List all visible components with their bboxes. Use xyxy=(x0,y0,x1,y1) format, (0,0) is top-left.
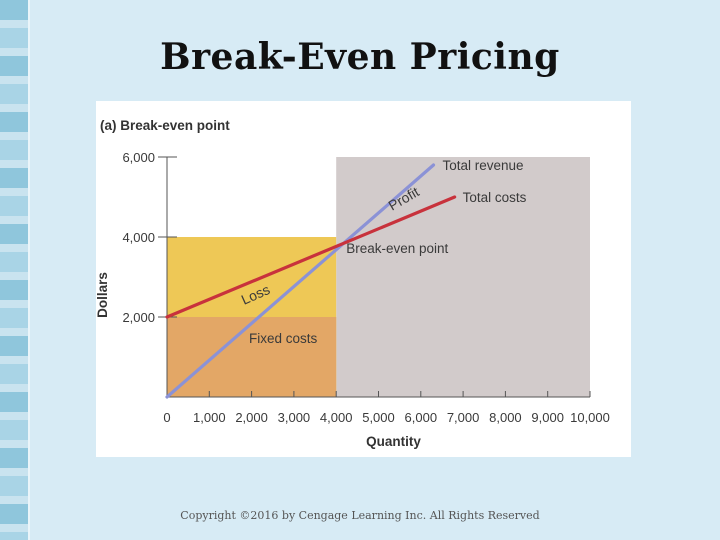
slide-title: Break-Even Pricing xyxy=(160,36,560,78)
y-tick-label: 4,000 xyxy=(122,230,155,245)
y-tick-label: 6,000 xyxy=(122,150,155,165)
x-tick-label: 8,000 xyxy=(489,410,522,425)
x-tick-label: 0 xyxy=(163,410,170,425)
x-tick-label: 4,000 xyxy=(320,410,353,425)
x-tick-label: 3,000 xyxy=(278,410,311,425)
total-costs-line xyxy=(165,195,457,319)
x-tick-label: 10,000 xyxy=(570,410,610,425)
fixed-costs-region xyxy=(167,317,337,397)
total-revenue-label: Total revenue xyxy=(442,158,523,173)
total-costs-label: Total costs xyxy=(463,190,527,205)
chart-title: (a) Break-even point xyxy=(100,118,230,133)
x-tick-label: 1,000 xyxy=(193,410,226,425)
x-tick-label: 2,000 xyxy=(235,410,268,425)
profit-region xyxy=(336,157,590,397)
decorative-side-strip xyxy=(0,0,30,540)
x-axis-label: Quantity xyxy=(366,434,421,449)
copyright-notice: Copyright ©2016 by Cengage Learning Inc.… xyxy=(180,509,540,522)
x-tick-label: 9,000 xyxy=(531,410,564,425)
x-tick-label: 6,000 xyxy=(405,410,438,425)
x-tick-label: 5,000 xyxy=(362,410,395,425)
x-tick-label: 7,000 xyxy=(447,410,480,425)
fixed-costs-label: Fixed costs xyxy=(249,331,318,346)
chart-canvas: (a) Break-even point 2,000 4,000 6,000 0 1,00… xyxy=(96,118,610,449)
break-even-chart: (a) Break-even point 2,000 4,000 6,000 0 1,00… xyxy=(96,101,631,457)
y-tick-label: 2,000 xyxy=(122,310,155,325)
y-axis-label: Dollars xyxy=(96,272,110,318)
total-revenue-line xyxy=(165,163,436,399)
break-even-label: Break-even point xyxy=(346,241,448,256)
